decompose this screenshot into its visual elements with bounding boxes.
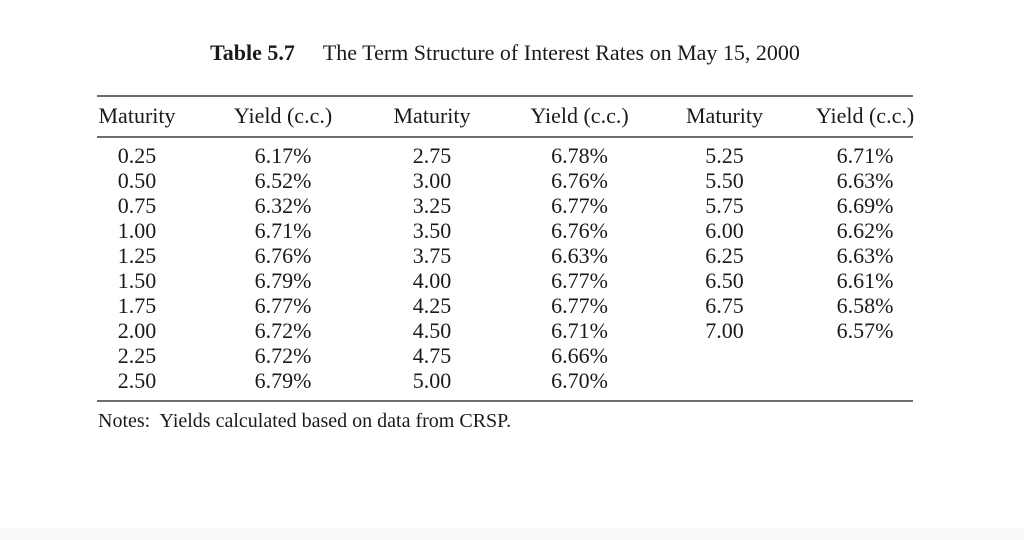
table-cell: 1.50 [117, 268, 157, 293]
table-cell: 6.63% [836, 168, 894, 193]
table-cell: 5.75 [705, 193, 744, 218]
table-cell: 6.17% [254, 143, 312, 168]
table-cell: 2.25 [117, 343, 157, 368]
column-yield-2: 6.78% 6.76% 6.77% 6.76% 6.63% 6.77% 6.77% 6.71%… [517, 143, 642, 393]
table-cell: 4.25 [412, 293, 452, 318]
table-cell: 6.76% [551, 168, 608, 193]
table-cell: 6.76% [254, 243, 312, 268]
table-cell: 6.77% [551, 268, 608, 293]
table-cell: 6.76% [551, 218, 608, 243]
table-cell: 0.50 [117, 168, 157, 193]
table-cell: 4.50 [412, 318, 452, 343]
table-cell: 1.25 [117, 243, 157, 268]
table-cell: 6.58% [836, 293, 894, 318]
table-cell: 3.25 [412, 193, 452, 218]
table-cell: 6.79% [254, 268, 312, 293]
table-cell: 4.75 [412, 343, 452, 368]
table-cell: 1.00 [117, 218, 157, 243]
table-cell: 0.75 [117, 193, 157, 218]
table-cell: 6.52% [254, 168, 312, 193]
table-cell: 6.61% [836, 268, 894, 293]
table-rule-top [97, 95, 913, 97]
table-cell: 4.00 [412, 268, 452, 293]
table-cell: 6.62% [836, 218, 894, 243]
table-cell: 6.57% [836, 318, 894, 343]
column-maturity-3: 5.25 5.50 5.75 6.00 6.25 6.50 6.75 7.00 [662, 143, 787, 343]
table-notes: Notes: Yields calculated based on data f… [98, 410, 512, 432]
table-cell: 5.50 [705, 168, 744, 193]
table-rule-below-header [97, 136, 913, 138]
table-cell: 6.77% [551, 293, 608, 318]
table-cell: 3.50 [412, 218, 452, 243]
table-cell: 6.71% [551, 318, 608, 343]
table-cell: 6.32% [254, 193, 312, 218]
table-cell: 6.72% [254, 318, 312, 343]
column-maturity-1: 0.25 0.50 0.75 1.00 1.25 1.50 1.75 2.00 2.25 2.50 [97, 143, 177, 393]
column-header-yield-1: Yield (c.c.) [233, 103, 333, 128]
table-cell: 6.72% [254, 343, 312, 368]
table-cell: 6.66% [551, 343, 608, 368]
table-cell: 6.63% [836, 243, 894, 268]
table-cell: 2.00 [117, 318, 157, 343]
column-header-maturity-3: Maturity [686, 103, 763, 128]
table-cell: 2.75 [412, 143, 452, 168]
table-cell: 3.75 [412, 243, 452, 268]
table-cell: 1.75 [117, 293, 157, 318]
column-header-maturity-2: Maturity [393, 103, 471, 128]
table-cell: 6.77% [551, 193, 608, 218]
table-number: Table 5.7 [210, 40, 295, 65]
table-cell: 0.25 [117, 143, 157, 168]
table-cell: 6.00 [705, 218, 744, 243]
column-yield-3: 6.71% 6.63% 6.69% 6.62% 6.63% 6.61% 6.58% 6.57% [807, 143, 923, 343]
table-cell: 6.50 [705, 268, 744, 293]
column-header-yield-2: Yield (c.c.) [530, 103, 629, 128]
table-caption: Table 5.7 The Term Structure of Interest … [97, 40, 913, 66]
table-cell: 3.00 [412, 168, 452, 193]
table-cell: 2.50 [117, 368, 157, 393]
column-header-maturity-1: Maturity [98, 103, 176, 128]
column-maturity-2: 2.75 3.00 3.25 3.50 3.75 4.00 4.25 4.50 4.75 5.00 [367, 143, 497, 393]
table-cell: 6.77% [254, 293, 312, 318]
table-cell: 7.00 [705, 318, 744, 343]
table-cell: 6.25 [705, 243, 744, 268]
column-header-yield-3: Yield (c.c.) [815, 103, 915, 128]
table-title: The Term Structure of Interest Rates on … [322, 40, 800, 65]
table-cell: 6.78% [551, 143, 608, 168]
term-structure-table: Maturity Yield (c.c.) Maturity Yield (c.… [97, 95, 914, 405]
table-rule-bottom [97, 400, 913, 402]
table-cell: 6.63% [551, 243, 608, 268]
table-cell: 6.71% [836, 143, 894, 168]
page-bottom-strip [0, 528, 1024, 540]
table-cell: 6.70% [551, 368, 608, 393]
table-cell: 6.69% [836, 193, 894, 218]
table-cell: 6.79% [254, 368, 312, 393]
table-cell: 6.75 [705, 293, 744, 318]
column-yield-1: 6.17% 6.52% 6.32% 6.71% 6.76% 6.79% 6.77% 6.72%… [223, 143, 343, 393]
table-cell: 6.71% [254, 218, 312, 243]
table-cell: 5.00 [412, 368, 452, 393]
table-cell: 5.25 [705, 143, 744, 168]
